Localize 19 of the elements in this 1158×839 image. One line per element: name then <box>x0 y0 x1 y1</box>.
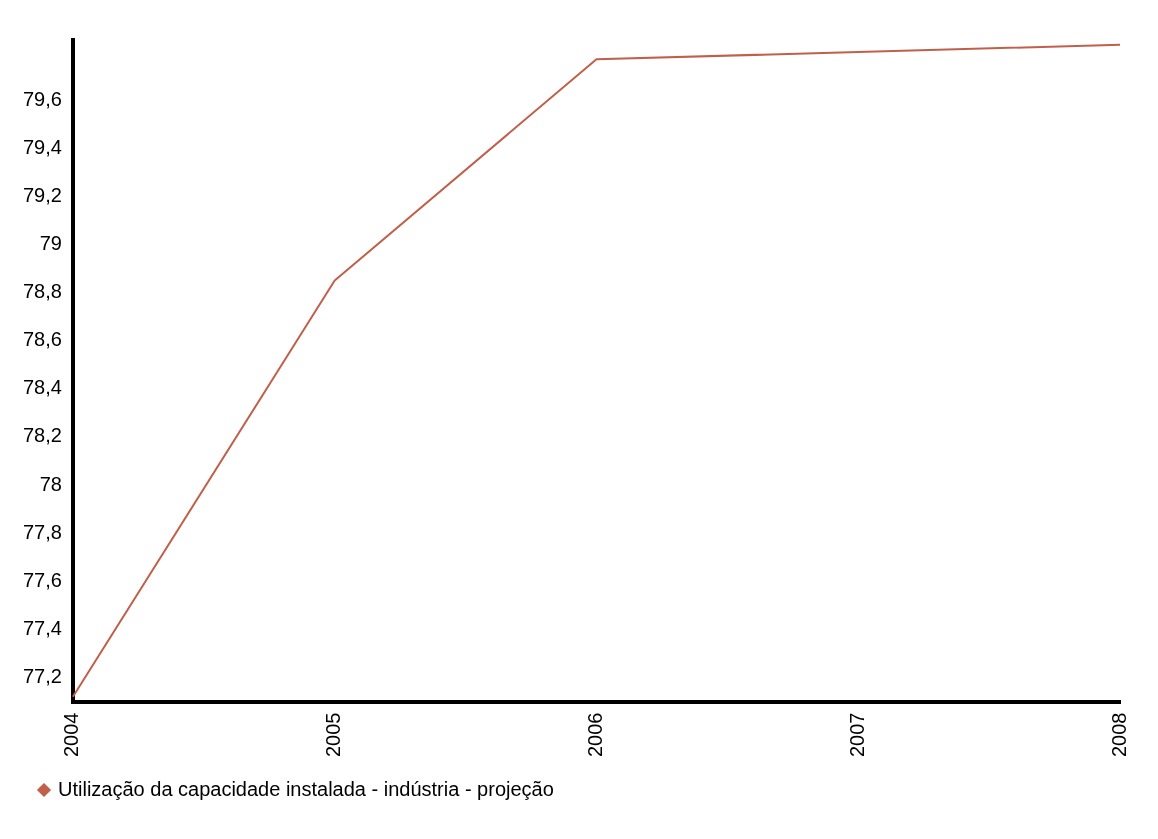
y-tick-label: 77,8 <box>22 520 62 543</box>
y-tick-label: 78,4 <box>22 376 62 399</box>
y-tick-label: 78 <box>39 472 62 495</box>
x-tick-label: 2007 <box>845 712 868 758</box>
x-tick-label: 2005 <box>322 712 345 758</box>
y-tick-label: 79,2 <box>22 183 62 206</box>
y-tick-label: 78,2 <box>22 424 62 447</box>
y-tick-label: 79,6 <box>22 87 62 110</box>
legend-label: Utilização da capacidade instalada - indústria - projeção <box>58 777 554 800</box>
y-tick-label: 77,2 <box>22 664 62 687</box>
y-tick-label: 79 <box>39 231 62 254</box>
y-tick-label: 79,4 <box>22 135 62 158</box>
y-tick-label: 77,4 <box>22 616 62 639</box>
y-tick-label: 78,8 <box>22 280 62 303</box>
x-tick-label: 2006 <box>583 712 606 758</box>
y-tick-label: 78,6 <box>22 328 62 351</box>
x-tick-label: 2004 <box>60 712 83 758</box>
y-tick-label: 77,6 <box>22 568 62 591</box>
x-tick-label: 2008 <box>1107 712 1130 758</box>
